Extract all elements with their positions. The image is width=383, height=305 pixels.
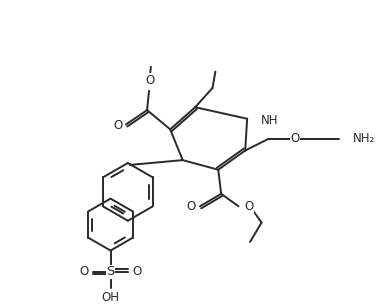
Text: O: O	[79, 265, 88, 278]
Text: O: O	[146, 74, 155, 87]
Text: OH: OH	[101, 291, 119, 304]
Text: O: O	[291, 132, 300, 145]
Text: NH₂: NH₂	[353, 132, 375, 145]
Text: S: S	[106, 265, 115, 278]
Text: NH: NH	[260, 114, 278, 127]
Text: O: O	[114, 119, 123, 132]
Text: O: O	[187, 200, 196, 213]
Text: O: O	[133, 265, 142, 278]
Text: O: O	[244, 200, 254, 213]
